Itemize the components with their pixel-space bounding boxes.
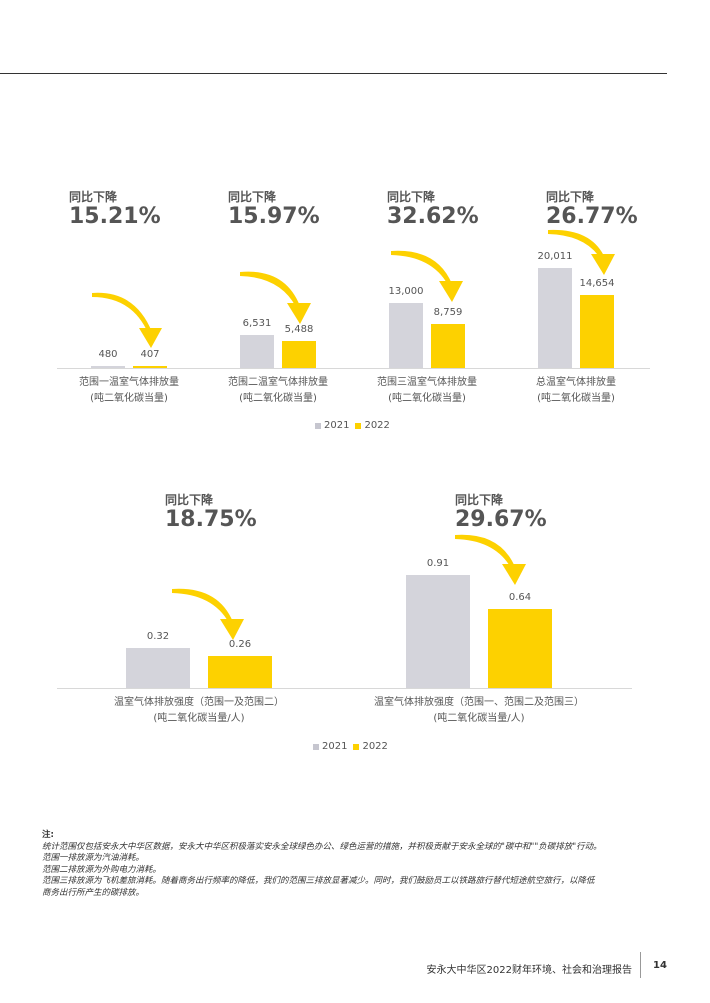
kpi-value: 29.67% xyxy=(455,507,547,532)
kpi-caption: 同比下降 xyxy=(228,190,277,204)
data-label-2022: 8,759 xyxy=(433,307,463,319)
page-number: 14 xyxy=(653,960,667,971)
category-label-line: (吨二氧化碳当量/人) xyxy=(433,713,525,724)
curved-arrow-icon xyxy=(391,250,452,285)
data-label-2021: 13,000 xyxy=(388,286,424,298)
category-label: 总温室气体排放量 (吨二氧化碳当量) xyxy=(501,375,651,407)
category-label-line: (吨二氧化碳当量) xyxy=(239,393,317,404)
category-label-line: (吨二氧化碳当量/人) xyxy=(153,713,245,724)
data-label-2021: 20,011 xyxy=(537,251,573,262)
notes-title: 注: xyxy=(42,830,54,840)
legend-label-2021: 2021 xyxy=(324,420,350,431)
report-title: 安永大中华区2022财年环境、社会和治理报告 xyxy=(426,965,632,976)
bar-2022 xyxy=(208,655,272,688)
category-label: 范围二温室气体排放量 (吨二氧化碳当量) xyxy=(203,375,353,407)
data-label-2022: 407 xyxy=(140,348,160,360)
kpi-value: 32.62% xyxy=(387,204,479,229)
kpi-caption: 同比下降 xyxy=(165,493,214,507)
bar-2021 xyxy=(389,303,423,368)
legend-swatch-2022 xyxy=(353,743,360,750)
bar-2022 xyxy=(488,608,552,688)
notes-line: 商务出行所产生的碳排放。 xyxy=(42,887,145,898)
notes-line: 统计范围仅包括安永大中华区数据，安永大中华区积极落实安永全球绿色办公、绿色运营的… xyxy=(42,841,602,852)
data-label-2021: 480 xyxy=(98,348,118,360)
arrowhead-icon xyxy=(287,303,311,324)
bar-2021 xyxy=(91,365,125,368)
legend-label-2021: 2021 xyxy=(322,741,348,752)
bar-2021 xyxy=(406,575,470,688)
data-label-2022: 14,654 xyxy=(579,277,615,289)
category-label-line: 范围一温室气体排放量 xyxy=(79,377,179,388)
data-label-2021: 6,531 xyxy=(242,318,272,330)
kpi-total: 同比下降 26.77% xyxy=(546,190,638,230)
category-label-line: (吨二氧化碳当量) xyxy=(388,393,466,404)
data-label-2022: 0.26 xyxy=(228,638,252,650)
legend-swatch-2021 xyxy=(315,422,321,429)
bar-2021 xyxy=(126,648,190,688)
legend-label-2022: 2022 xyxy=(364,420,390,431)
kpi-caption: 同比下降 xyxy=(69,190,118,204)
data-label-2022: 5,488 xyxy=(284,323,314,335)
curved-arrow-icon xyxy=(92,292,152,333)
kpi-value: 26.77% xyxy=(546,204,638,229)
arrowhead-icon xyxy=(502,564,526,585)
chart1-axis xyxy=(57,368,650,369)
arrowhead-icon xyxy=(591,254,615,275)
legend-item-2022: 2022 xyxy=(353,741,388,752)
bar-2021 xyxy=(538,268,572,368)
kpi-value: 18.75% xyxy=(165,507,257,532)
kpi-scope2: 同比下降 15.97% xyxy=(228,190,320,230)
kpi-value: 15.97% xyxy=(228,204,320,229)
chart1-legend: 2021 2022 xyxy=(315,420,396,431)
notes: 注: 统计范围仅包括安永大中华区数据，安永大中华区积极落实安永全球绿色办公、绿色… xyxy=(42,830,682,899)
data-label-2021: 0.32 xyxy=(146,631,170,643)
legend-item-2022: 2022 xyxy=(355,420,390,431)
bar-2022 xyxy=(431,324,465,368)
kpi-caption: 同比下降 xyxy=(455,493,504,507)
legend-swatch-2022 xyxy=(355,422,362,429)
arrowhead-icon xyxy=(439,281,463,302)
category-label-line: 总温室气体排放量 xyxy=(536,377,616,388)
category-label: 范围一温室气体排放量 (吨二氧化碳当量) xyxy=(54,375,204,407)
category-label: 温室气体排放强度（范围一及范围二） (吨二氧化碳当量/人) xyxy=(64,695,334,727)
category-label-line: 温室气体排放强度（范围一、范围二及范围三） xyxy=(374,697,584,708)
kpi-scope3: 同比下降 32.62% xyxy=(387,190,479,230)
category-label-line: 范围二温室气体排放量 xyxy=(228,377,328,388)
notes-line: 范围三排放源为飞机差旅消耗。随着商务出行频率的降低，我们的范围三排放显著减少。同… xyxy=(42,876,595,886)
bar-2022 xyxy=(282,340,316,368)
kpi-caption: 同比下降 xyxy=(546,190,595,204)
bar-2021 xyxy=(240,335,274,368)
kpi-intensity-123: 同比下降 29.67% xyxy=(455,493,547,533)
legend-item-2021: 2021 xyxy=(313,741,347,752)
data-label-2022: 0.64 xyxy=(508,591,532,603)
data-label-2021: 0.91 xyxy=(426,558,450,569)
bar-2022 xyxy=(133,365,167,368)
legend-label-2022: 2022 xyxy=(362,741,388,752)
kpi-caption: 同比下降 xyxy=(387,190,436,204)
notes-line: 范围一排放源为汽油消耗。 xyxy=(42,853,145,863)
chart2-axis xyxy=(57,688,632,689)
arrowhead-icon xyxy=(220,619,244,640)
notes-line: 范围二排放源为外购电力消耗。 xyxy=(42,864,162,875)
legend-swatch-2021 xyxy=(313,743,319,750)
bar-2022 xyxy=(580,294,614,368)
chart2-legend: 2021 2022 xyxy=(313,741,394,752)
curved-arrow-icon xyxy=(240,271,300,307)
kpi-scope1: 同比下降 15.21% xyxy=(69,190,161,230)
category-label-line: 温室气体排放强度（范围一及范围二） xyxy=(114,697,284,708)
category-label-line: (吨二氧化碳当量) xyxy=(537,393,615,404)
category-label-line: 范围三温室气体排放量 xyxy=(377,377,477,388)
kpi-intensity-12: 同比下降 18.75% xyxy=(165,493,257,533)
category-label: 范围三温室气体排放量 (吨二氧化碳当量) xyxy=(352,375,502,407)
kpi-value: 15.21% xyxy=(69,204,161,229)
footer-divider xyxy=(640,952,641,978)
arrowhead-icon xyxy=(139,328,162,348)
legend-item-2021: 2021 xyxy=(315,420,349,431)
top-rule xyxy=(0,73,667,74)
curved-arrow-icon xyxy=(172,588,233,623)
category-label: 温室气体排放强度（范围一、范围二及范围三） (吨二氧化碳当量/人) xyxy=(344,695,614,727)
category-label-line: (吨二氧化碳当量) xyxy=(90,393,168,404)
